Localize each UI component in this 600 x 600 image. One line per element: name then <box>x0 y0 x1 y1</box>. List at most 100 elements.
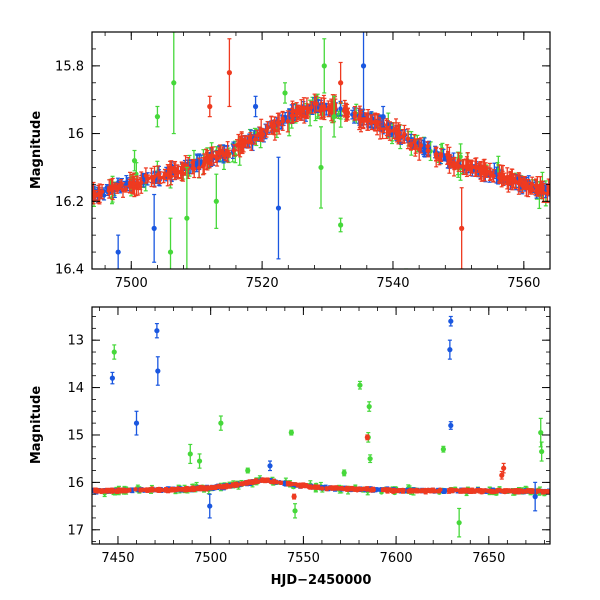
data-point-red <box>506 174 511 193</box>
data-point-red <box>305 107 310 119</box>
data-point-red <box>260 478 266 483</box>
data-point-red <box>269 115 274 132</box>
outlier-point-green <box>331 95 337 138</box>
outlier-point-green <box>131 149 138 172</box>
bottom-panel-frame <box>91 306 551 545</box>
outlier-point-green <box>338 217 344 233</box>
data-point-red <box>361 112 367 126</box>
y-tick-label: 15 <box>67 428 84 443</box>
data-point-red <box>412 133 417 150</box>
data-point-red <box>433 146 439 168</box>
outlier-point-green <box>357 380 363 390</box>
data-point-red <box>365 108 371 131</box>
outlier-point-green <box>282 82 288 104</box>
data-point-red <box>155 165 161 184</box>
outlier-point-blue <box>133 410 140 436</box>
x-tick-label: 7540 <box>376 276 409 291</box>
data-point-red <box>328 105 334 114</box>
x-tick-label: 7450 <box>101 551 134 566</box>
data-point-red <box>414 488 420 494</box>
y-tick-label: 16 <box>67 127 84 142</box>
x-tick-label: 7600 <box>380 551 413 566</box>
data-point-red <box>183 155 188 176</box>
data-point-red <box>455 161 460 170</box>
outlier-point-red <box>338 61 344 104</box>
data-point-red <box>131 178 137 190</box>
outlier-point-green <box>366 401 372 412</box>
outlier-point-blue <box>360 32 367 118</box>
data-point-red <box>497 172 503 182</box>
data-point-red <box>196 157 202 179</box>
data-point-red <box>255 129 260 142</box>
outlier-point-blue <box>252 95 259 118</box>
data-point-red <box>150 486 155 492</box>
data-point-red <box>372 113 377 131</box>
data-point-red <box>278 480 284 485</box>
data-point-red <box>397 132 402 143</box>
data-point-red <box>202 153 207 175</box>
top-panel-magnitude-zoom: 7500 7520 7540 7560 15.8 16 16.2 16.4 Magnitude <box>29 31 551 291</box>
data-point-red <box>285 110 291 133</box>
data-point-red <box>502 172 507 185</box>
data-point-red <box>402 124 407 144</box>
data-point-red <box>546 178 550 195</box>
data-point-red <box>115 489 121 494</box>
data-point-red <box>120 182 126 198</box>
data-point-red <box>430 488 435 494</box>
data-point-red <box>463 158 469 175</box>
outlier-point-blue <box>115 234 121 269</box>
data-point-red <box>341 486 346 492</box>
data-point-red <box>408 139 414 151</box>
data-point-red <box>470 160 475 174</box>
outlier-point-blue <box>448 421 454 430</box>
data-point-red <box>138 177 143 191</box>
outlier-point-red <box>226 38 232 108</box>
data-point-red <box>99 183 105 200</box>
data-point-red <box>163 487 169 493</box>
bottom-panel-data-points <box>92 315 550 538</box>
x-tick-label: 7650 <box>472 551 505 566</box>
x-tick-label: 7500 <box>194 551 227 566</box>
data-point-red <box>387 121 393 141</box>
data-point-red <box>483 488 488 493</box>
outlier-point-blue <box>155 356 161 386</box>
outlier-point-blue <box>448 315 454 327</box>
data-point-red <box>405 128 411 150</box>
outlier-point-blue <box>207 493 213 519</box>
data-point-blue <box>442 488 448 493</box>
data-point-red <box>252 134 258 145</box>
data-point-red <box>418 488 423 494</box>
x-tick-label: 7520 <box>246 276 279 291</box>
data-point-red <box>476 163 481 173</box>
data-point-red <box>223 483 228 490</box>
data-point-red <box>239 481 245 487</box>
data-point-red <box>303 483 309 489</box>
data-point-red <box>522 175 528 190</box>
x-tick-label: 7550 <box>287 551 320 566</box>
x-tick-label: 7560 <box>507 276 540 291</box>
data-point-red <box>308 484 313 490</box>
data-point-red <box>385 487 390 493</box>
bottom-panel-magnitude-full: 7450 7500 7550 7600 7650 13 14 15 16 17 Magnitude… <box>29 306 551 588</box>
data-point-red <box>511 173 516 189</box>
data-point-red <box>95 489 100 494</box>
data-point-red <box>217 149 223 159</box>
data-point-red <box>393 118 399 140</box>
data-point-red <box>462 487 468 493</box>
outlier-point-blue <box>109 371 115 385</box>
outlier-point-green <box>318 126 324 209</box>
data-point-red <box>204 485 209 492</box>
y-tick-label: 16.2 <box>55 195 84 210</box>
data-point-red <box>235 482 240 488</box>
outlier-point-red <box>207 95 213 118</box>
outlier-point-red <box>291 493 297 500</box>
data-point-red <box>525 488 531 494</box>
data-point-red <box>447 146 452 168</box>
outlier-point-green <box>245 467 251 474</box>
outlier-point-green <box>171 32 177 135</box>
data-point-red <box>138 487 143 493</box>
outlier-point-green <box>341 469 347 477</box>
data-point-red <box>324 486 329 492</box>
data-point-red <box>264 124 269 138</box>
data-point-red <box>358 487 364 492</box>
